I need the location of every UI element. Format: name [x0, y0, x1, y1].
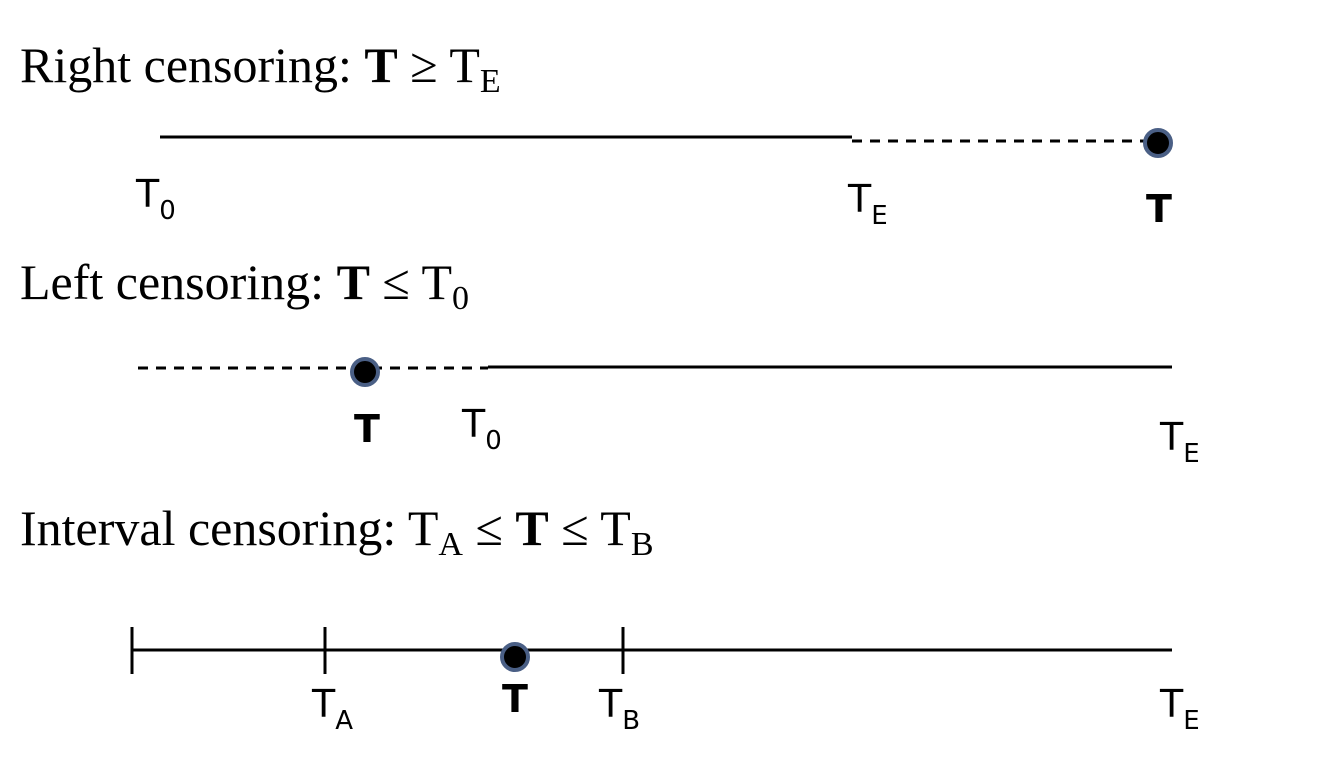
left-event-point	[350, 357, 380, 387]
right-event-point	[1143, 128, 1173, 158]
interval-event-point	[500, 642, 530, 672]
left-t-label: T	[354, 407, 380, 451]
left-t0-label: T0	[462, 402, 502, 456]
interval-censoring-heading: Interval censoring: TA ≤ T ≤ TB	[20, 500, 654, 563]
interval-tb-label: TB	[599, 682, 641, 736]
right-t0-label: T0	[136, 172, 176, 226]
interval-ta-label: TA	[312, 682, 354, 736]
left-te-label: TE	[1160, 415, 1200, 469]
interval-te-label: TE	[1160, 682, 1200, 736]
right-t-label: T	[1146, 187, 1172, 231]
left-censoring-heading: Left censoring: T ≤ T0	[20, 254, 470, 317]
right-censoring-heading: Right censoring: T ≥ TE	[20, 37, 501, 100]
right-te-label: TE	[848, 177, 888, 231]
interval-t-label: T	[502, 677, 528, 721]
